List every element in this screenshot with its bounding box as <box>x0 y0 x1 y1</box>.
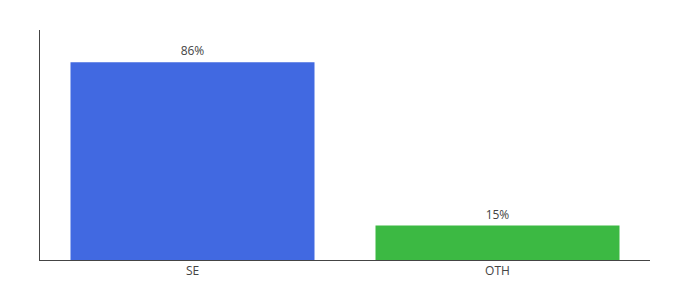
svg-text:86%: 86% <box>181 42 205 59</box>
svg-text:15%: 15% <box>486 206 510 223</box>
svg-text:SE: SE <box>186 262 199 279</box>
svg-text:OTH: OTH <box>485 262 510 279</box>
